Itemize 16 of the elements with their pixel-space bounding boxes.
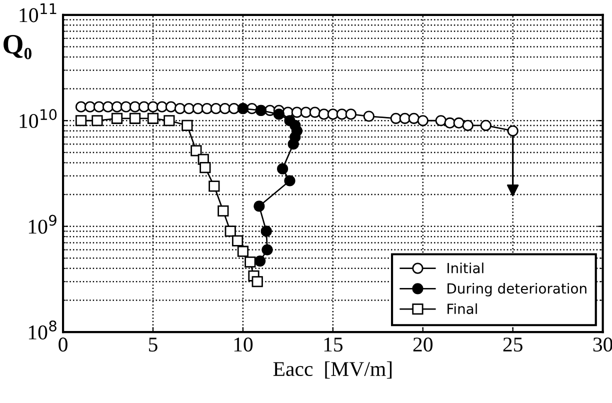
x-axis-title: Eacc [MV/m] bbox=[273, 361, 392, 379]
x-tick-label: 5 bbox=[149, 338, 158, 352]
x-tick-label: 15 bbox=[324, 338, 343, 352]
y-tick-label: 10$^{10}$ bbox=[20, 109, 57, 128]
x-tick-label: 0 bbox=[58, 338, 68, 352]
x-tick-label: 25 bbox=[503, 338, 522, 352]
x-tick-label: 10 bbox=[234, 338, 253, 352]
y-tick-label: 10$^{9}$ bbox=[28, 214, 56, 234]
legend-label: Final bbox=[448, 303, 477, 314]
x-tick-label: 20 bbox=[413, 338, 433, 352]
legend-label: Initial bbox=[448, 262, 484, 274]
legend-label: During deterioration bbox=[448, 282, 586, 296]
y-tick-label: 10$^{11}$ bbox=[20, 3, 56, 22]
y-tick-label: 10$^{8}$ bbox=[28, 320, 56, 340]
y-axis-title: Q₀ bbox=[4, 35, 32, 60]
x-tick-label: 30 bbox=[593, 338, 612, 352]
